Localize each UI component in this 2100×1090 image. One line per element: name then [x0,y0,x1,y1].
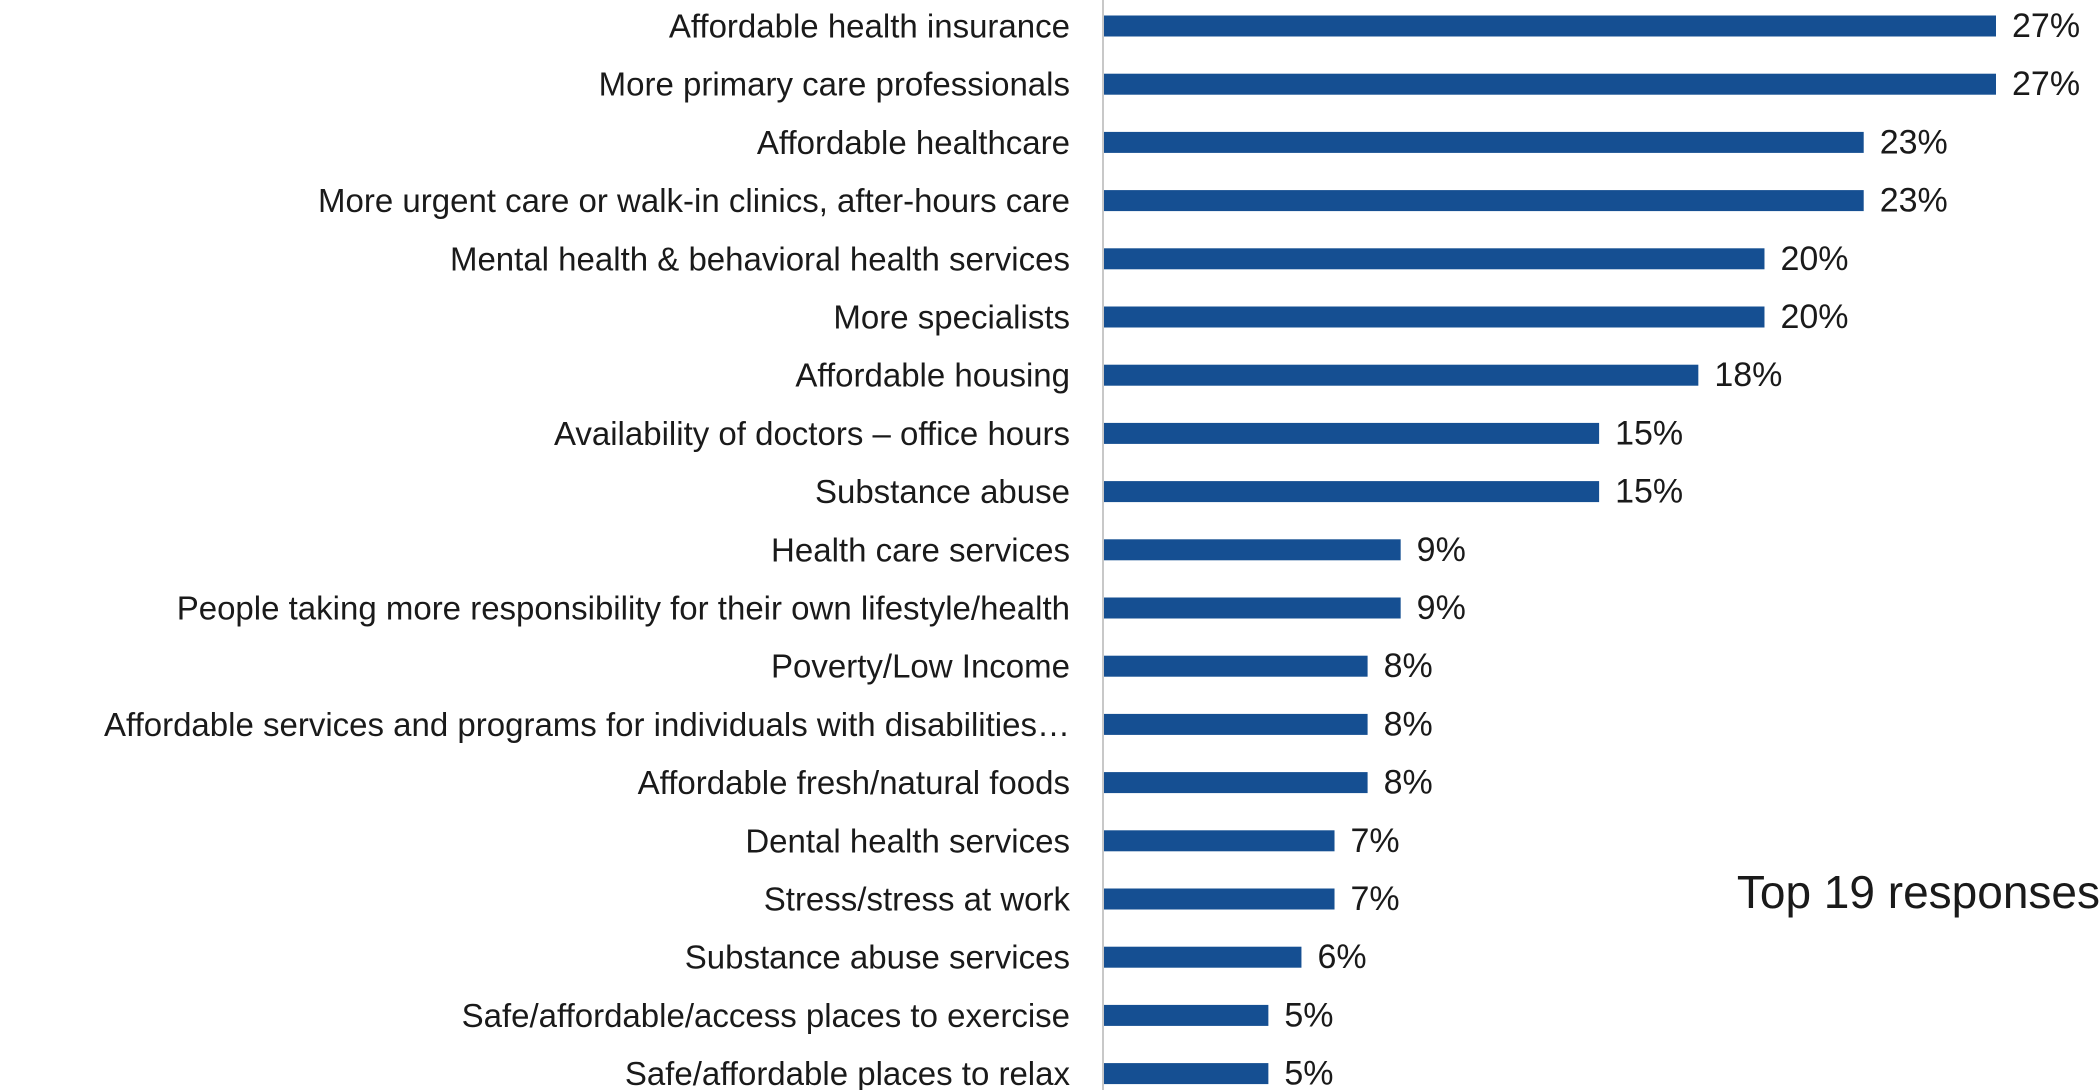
category-label: Poverty/Low Income [771,648,1070,685]
category-label: Affordable housing [795,357,1070,394]
bar [1103,946,1302,968]
data-label: 8% [1384,705,1433,743]
data-label: 9% [1417,589,1466,627]
data-label: 27% [2012,7,2080,45]
bar [1103,481,1600,503]
category-label: People taking more responsibility for th… [177,590,1070,627]
top-responses-note: Top 19 responses [1736,866,2100,918]
bar [1103,597,1401,619]
data-label: 20% [1780,298,1848,336]
bar [1103,131,1864,153]
value-labels: 27% 27% 23% 23% 20% 20% 18% 15% 15% 9% 9% 8% 8% 8% 7% 7… [1284,7,2080,1090]
data-label: 15% [1615,414,1683,452]
data-label: 5% [1284,1055,1333,1090]
bar [1103,248,1765,270]
bar [1103,830,1335,852]
bar [1103,1004,1269,1026]
bar [1103,888,1335,910]
category-label: Affordable health insurance [669,8,1070,45]
data-label: 9% [1417,531,1466,569]
data-label: 8% [1384,764,1433,802]
bar [1103,1063,1269,1085]
data-label: 7% [1351,822,1400,860]
category-label: Availability of doctors – office hours [554,415,1070,452]
data-label: 8% [1384,647,1433,685]
bar [1103,422,1600,444]
data-label: 27% [2012,65,2080,103]
category-label: Substance abuse [815,473,1070,510]
category-label: Safe/affordable places to relax [625,1055,1071,1090]
category-label: Mental health & behavioral health servic… [450,240,1070,277]
category-label: Stress/stress at work [764,881,1071,918]
data-label: 18% [1714,356,1782,394]
bar [1103,655,1368,677]
data-label: 6% [1317,938,1366,976]
bar [1103,15,1996,37]
category-label: More specialists [833,299,1070,336]
bar [1103,190,1864,212]
data-label: 5% [1284,996,1333,1034]
category-label: Affordable healthcare [757,124,1070,161]
bar [1103,73,1996,95]
bars-layer [1103,15,1996,1085]
data-label: 15% [1615,473,1683,511]
bar [1103,364,1699,386]
category-label: Health care services [771,531,1070,568]
category-label: Affordable fresh/natural foods [638,764,1070,801]
category-label: Dental health services [745,822,1070,859]
data-label: 23% [1880,123,1948,161]
category-label: Substance abuse services [685,939,1070,976]
data-label: 7% [1351,880,1400,918]
bar [1103,539,1401,561]
category-labels: Affordable health insurance More primary … [104,8,1071,1090]
category-label: Affordable services and programs for ind… [104,706,1070,743]
category-label: Safe/affordable/access places to exercis… [462,997,1070,1034]
data-label: 23% [1880,182,1948,220]
bar [1103,713,1368,735]
bar [1103,772,1368,794]
category-label: More urgent care or walk-in clinics, aft… [318,182,1070,219]
category-label: More primary care professionals [599,66,1070,103]
data-label: 20% [1780,240,1848,278]
bar [1103,306,1765,328]
